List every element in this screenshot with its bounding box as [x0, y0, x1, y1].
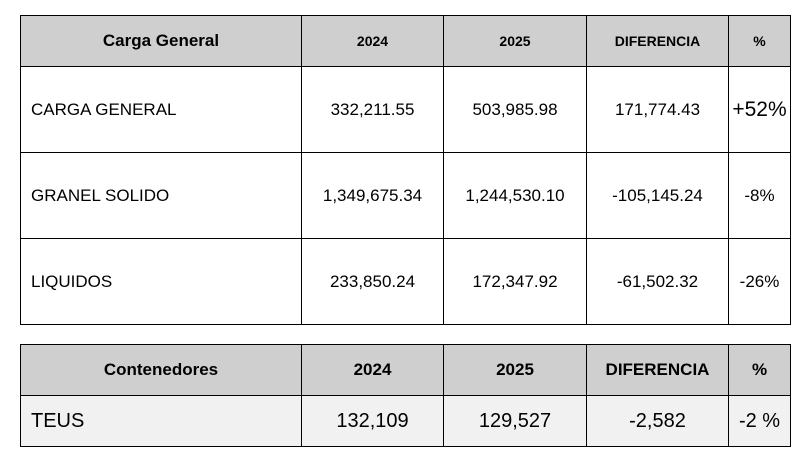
header-2025: 2025 [443, 15, 587, 67]
header-category: Carga General [20, 15, 302, 67]
value-diferencia: -105,145.24 [586, 152, 729, 239]
carga-general-table: Carga General 2024 2025 DIFERENCIA % CAR… [20, 15, 791, 325]
value-2024: 1,349,675.34 [301, 152, 444, 239]
header-percent: % [728, 344, 791, 396]
header-2024: 2024 [301, 344, 444, 396]
value-diferencia: 171,774.43 [586, 66, 729, 153]
value-2024: 233,850.24 [301, 238, 444, 325]
value-diferencia: -2,582 [586, 395, 729, 447]
row-label: CARGA GENERAL [20, 66, 302, 153]
header-diferencia: DIFERENCIA [586, 344, 729, 396]
header-2025: 2025 [443, 344, 587, 396]
value-percent: -26% [728, 238, 791, 325]
value-percent: -2 % [728, 395, 791, 447]
header-diferencia: DIFERENCIA [586, 15, 729, 67]
value-percent: +52% [728, 66, 791, 153]
row-label: GRANEL SOLIDO [20, 152, 302, 239]
value-2025: 1,244,530.10 [443, 152, 587, 239]
value-2025: 172,347.92 [443, 238, 587, 325]
value-diferencia: -61,502.32 [586, 238, 729, 325]
value-2024: 332,211.55 [301, 66, 444, 153]
header-percent: % [728, 15, 791, 67]
row-label: TEUS [20, 395, 302, 447]
value-2025: 503,985.98 [443, 66, 587, 153]
value-2025: 129,527 [443, 395, 587, 447]
header-2024: 2024 [301, 15, 444, 67]
value-percent: -8% [728, 152, 791, 239]
header-category: Contenedores [20, 344, 302, 396]
table-row: TEUS 132,109 129,527 -2,582 -2 % [20, 395, 791, 447]
header-row: Contenedores 2024 2025 DIFERENCIA % [20, 344, 791, 396]
table-row: GRANEL SOLIDO 1,349,675.34 1,244,530.10 … [20, 152, 791, 239]
contenedores-table: Contenedores 2024 2025 DIFERENCIA % TEUS… [20, 344, 791, 447]
row-label: LIQUIDOS [20, 238, 302, 325]
table-row: LIQUIDOS 233,850.24 172,347.92 -61,502.3… [20, 238, 791, 325]
value-2024: 132,109 [301, 395, 444, 447]
table-row: CARGA GENERAL 332,211.55 503,985.98 171,… [20, 66, 791, 153]
header-row: Carga General 2024 2025 DIFERENCIA % [20, 15, 791, 67]
